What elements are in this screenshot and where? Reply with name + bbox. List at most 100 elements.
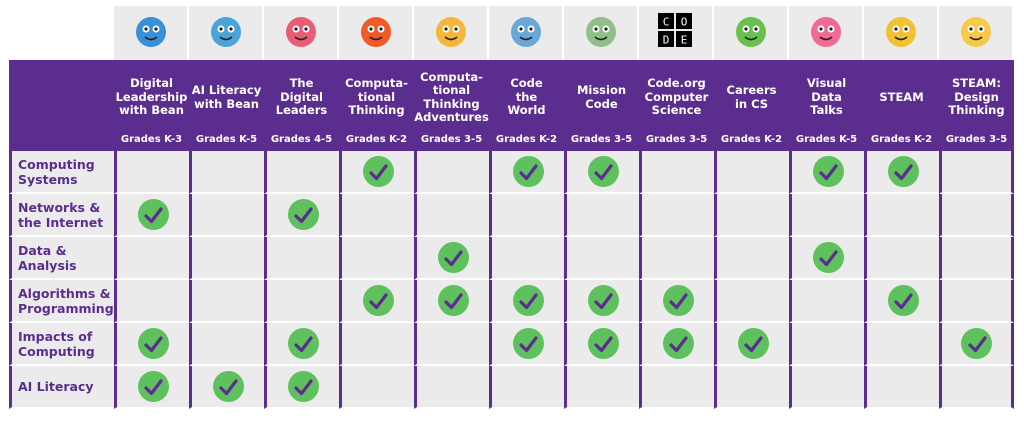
check-icon	[287, 328, 319, 359]
matrix-cell	[489, 237, 564, 280]
course-icon-cell	[189, 6, 264, 60]
matrix-cell	[414, 194, 489, 237]
matrix-cell	[189, 323, 264, 366]
matrix-cell	[339, 237, 414, 280]
matrix-cell	[939, 237, 1014, 280]
course-grades: Grades K-2	[345, 134, 408, 145]
matrix-cell	[714, 366, 789, 409]
matrix-cell	[414, 237, 489, 280]
course-title: Mission Code	[576, 83, 627, 111]
rover-icon	[581, 11, 621, 55]
matrix-cell	[414, 323, 489, 366]
course-grades: Grades 4-5	[270, 134, 333, 145]
matrix-cell	[339, 280, 414, 323]
check-icon	[737, 328, 769, 359]
svg-text:D: D	[662, 34, 669, 47]
check-icon	[512, 156, 544, 187]
matrix-cell	[339, 323, 414, 366]
check-icon	[662, 285, 694, 316]
topic-row: Data & Analysis	[9, 237, 1014, 280]
matrix-cell	[264, 366, 339, 409]
course-header: STEAM: Design Thinking Grades 3-5	[939, 60, 1014, 151]
matrix-cell	[264, 280, 339, 323]
course-icon-cell	[939, 6, 1014, 60]
adventure-icon	[431, 11, 471, 55]
course-icon-cell	[489, 6, 564, 60]
matrix-cell	[864, 194, 939, 237]
check-icon	[137, 371, 169, 402]
matrix-cell	[864, 280, 939, 323]
matrix-cell	[489, 323, 564, 366]
matrix-cell	[564, 237, 639, 280]
course-title: STEAM	[879, 89, 924, 104]
matrix-cell	[939, 194, 1014, 237]
matrix-cell	[414, 151, 489, 194]
bean-robot-icon	[131, 11, 171, 55]
check-icon	[812, 156, 844, 187]
matrix-cell	[489, 194, 564, 237]
topic-label: Data & Analysis	[9, 237, 114, 280]
header-corner	[9, 60, 114, 151]
check-icon	[137, 328, 169, 359]
course-title: Computa- tional Thinking	[345, 76, 408, 118]
matrix-cell	[639, 366, 714, 409]
course-icon-cell	[339, 6, 414, 60]
course-grades: Grades K-2	[720, 134, 783, 145]
course-header: Mission Code Grades 3-5	[564, 60, 639, 151]
matrix-cell	[789, 323, 864, 366]
matrix-cell	[189, 280, 264, 323]
svg-text:O: O	[680, 16, 687, 29]
topic-label: Networks & the Internet	[9, 194, 114, 237]
matrix-cell	[189, 366, 264, 409]
topic-row: Impacts of Computing	[9, 323, 1014, 366]
robot-icon	[356, 11, 396, 55]
check-icon	[812, 242, 844, 273]
question-mark-icon	[731, 11, 771, 55]
matrix-cell	[114, 194, 189, 237]
check-icon	[961, 328, 992, 359]
check-icon	[587, 328, 619, 359]
course-header: Computa- tional Thinking Grades K-2	[339, 60, 414, 151]
matrix-cell	[189, 237, 264, 280]
check-icon	[287, 199, 319, 230]
matrix-cell	[714, 237, 789, 280]
course-grades: Grades K-2	[870, 134, 933, 145]
course-grades: Grades K-5	[795, 134, 858, 145]
topic-label: Algorithms & Programming	[9, 280, 114, 323]
matrix-cell	[114, 366, 189, 409]
matrix-cell	[939, 323, 1014, 366]
matrix-cell	[489, 151, 564, 194]
check-icon	[287, 371, 319, 402]
matrix-cell	[264, 323, 339, 366]
matrix-cell	[714, 194, 789, 237]
course-header: Code the World Grades K-2	[489, 60, 564, 151]
course-header-row: Digital Leadership with Bean Grades K-3 AI…	[9, 60, 1014, 151]
course-title: Visual Data Talks	[806, 76, 847, 118]
check-icon	[362, 156, 394, 187]
check-icon	[437, 242, 469, 273]
matrix-cell	[339, 194, 414, 237]
course-grades: Grades 3-5	[645, 134, 708, 145]
matrix-cell	[639, 323, 714, 366]
course-icon-cell	[114, 6, 189, 60]
matrix-cell	[339, 366, 414, 409]
course-title: STEAM: Design Thinking	[948, 76, 1005, 118]
matrix-cell	[414, 366, 489, 409]
check-icon	[887, 156, 919, 187]
matrix-cell	[264, 237, 339, 280]
course-grades: Grades K-5	[195, 134, 258, 145]
matrix-cell	[489, 366, 564, 409]
course-title: Computa- tional Thinking Adventures	[414, 69, 489, 124]
matrix-cell	[114, 237, 189, 280]
matrix-cell	[714, 151, 789, 194]
course-grades: Grades 3-5	[420, 134, 483, 145]
course-header: The Digital Leaders Grades 4-5	[264, 60, 339, 151]
matrix-cell	[939, 151, 1014, 194]
matrix-cell	[564, 194, 639, 237]
course-header: Code.org Computer Science Grades 3-5	[639, 60, 714, 151]
matrix-cell	[789, 151, 864, 194]
